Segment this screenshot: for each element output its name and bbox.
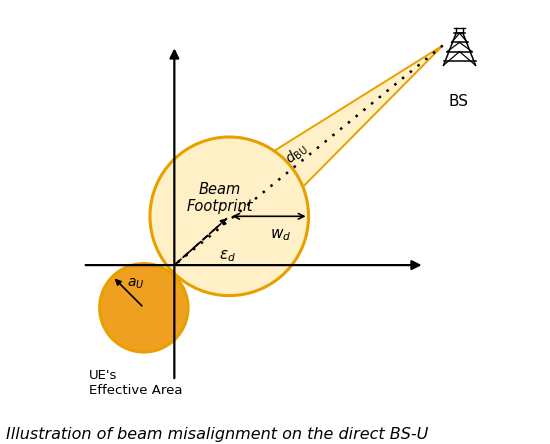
Circle shape — [150, 137, 309, 296]
Text: Illustration of beam misalignment on the direct BS-U: Illustration of beam misalignment on the… — [6, 427, 428, 442]
Text: UE's
Effective Area: UE's Effective Area — [89, 369, 183, 397]
Text: $a_U$: $a_U$ — [128, 277, 145, 291]
Polygon shape — [150, 45, 443, 296]
Text: BS: BS — [448, 94, 468, 109]
Text: $d_{\mathrm{BU}}$: $d_{\mathrm{BU}}$ — [282, 139, 311, 168]
Text: $\epsilon_d$: $\epsilon_d$ — [219, 248, 236, 264]
Text: Beam
Footprint: Beam Footprint — [187, 182, 254, 214]
Text: $w_d$: $w_d$ — [271, 227, 292, 243]
Circle shape — [100, 264, 188, 352]
